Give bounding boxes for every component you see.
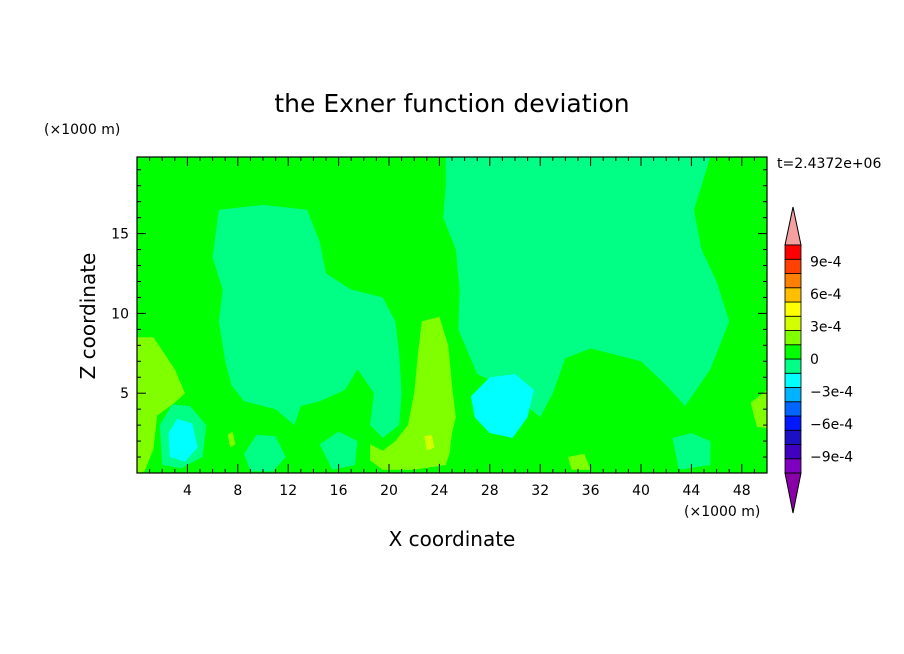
contour-region-neg_mid	[470, 374, 534, 438]
x-tick-label: 12	[279, 483, 297, 499]
x-tick-label: 24	[430, 483, 448, 499]
colorbar-swatch	[784, 244, 802, 260]
contour-region-neg_small	[672, 433, 711, 470]
colorbar-swatch	[784, 287, 802, 303]
x-tick-label: 4	[183, 483, 192, 499]
colorbar-tick-label: −3e-4	[810, 385, 853, 401]
x-axis-label: X coordinate	[389, 527, 516, 551]
colorbar-swatch	[784, 415, 802, 431]
colorbar-tick-label: 9e-4	[810, 254, 842, 270]
colorbar-swatch	[784, 429, 802, 445]
colorbar-tick-label: 6e-4	[810, 287, 842, 303]
y-unit-label: (×1000 m)	[44, 122, 120, 138]
colorbar-swatch	[784, 258, 802, 274]
contour-region-neg_small	[319, 431, 358, 470]
plot-area	[136, 156, 768, 474]
y-axis: 5 10 15	[111, 169, 767, 458]
contour-region-neg_mid	[168, 418, 198, 462]
colorbar-swatch	[784, 330, 802, 346]
colorbar-swatch	[784, 358, 802, 374]
y-tick-label: 5	[120, 386, 129, 402]
colorbar-tick-label: 0	[810, 352, 819, 368]
x-tick-label: 40	[632, 483, 650, 499]
x-tick-label: 32	[531, 483, 549, 499]
x-axis: 4 8 12 16 20 24 28 32 36 40 44 48	[149, 157, 755, 499]
contour-region-neg_small	[244, 434, 286, 472]
contour-region-pos_small	[750, 390, 767, 429]
x-tick-label: 36	[582, 483, 600, 499]
chart-title: the Exner function deviation	[274, 89, 629, 118]
colorbar-over-triangle	[784, 206, 802, 246]
colorbar-under-triangle	[784, 472, 802, 514]
contour-region-pos_small	[370, 316, 456, 470]
colorbar-tick-label: −9e-4	[810, 450, 853, 466]
colorbar-tick-label: −6e-4	[810, 417, 853, 433]
x-tick-label: 16	[330, 483, 348, 499]
contour-region-pos_small	[227, 431, 236, 448]
x-tick-label: 44	[682, 483, 700, 499]
colorbar-swatch	[784, 301, 802, 317]
y-axis-label: Z coordinate	[76, 253, 100, 380]
x-unit-label: (×1000 m)	[684, 504, 760, 520]
colorbar-swatch	[784, 401, 802, 417]
x-tick-label: 20	[380, 483, 398, 499]
colorbar: 9e-4 6e-4 3e-4 0 −3e-4 −6e-4 −9e-4	[784, 206, 853, 514]
contour-region-neg_small	[443, 157, 730, 418]
colorbar-swatch	[784, 273, 802, 289]
colorbar-tick-label: 3e-4	[810, 319, 842, 335]
colorbar-swatch	[784, 444, 802, 460]
contour-region-pos_small	[567, 453, 591, 470]
contour-region-neg_small	[212, 204, 402, 438]
colorbar-swatch	[784, 372, 802, 388]
colorbar-swatch	[784, 387, 802, 403]
x-tick-label: 48	[733, 483, 751, 499]
time-label: t=2.4372e+06	[777, 156, 881, 172]
y-tick-label: 15	[111, 227, 129, 243]
x-tick-label: 28	[481, 483, 499, 499]
colorbar-swatch	[784, 344, 802, 360]
contour-region-pos_small	[137, 337, 185, 473]
colorbar-swatch	[784, 315, 802, 331]
colorbar-swatch	[784, 458, 802, 474]
x-tick-label: 8	[233, 483, 242, 499]
contour-region-pos_mid	[424, 434, 435, 451]
y-tick-label: 10	[111, 306, 129, 322]
